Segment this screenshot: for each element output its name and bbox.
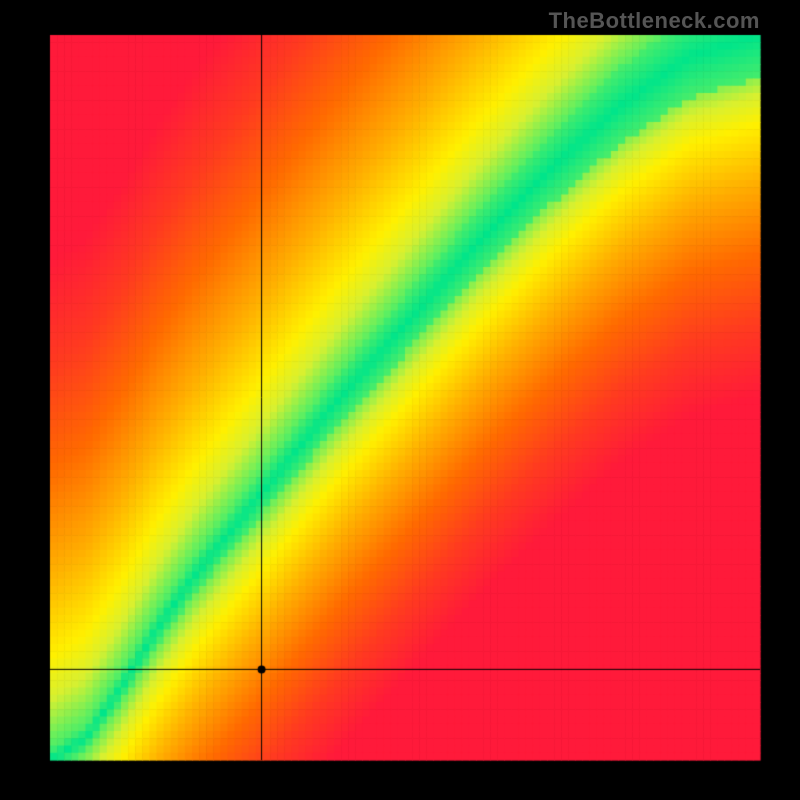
watermark-text: TheBottleneck.com — [549, 8, 760, 34]
chart-container: TheBottleneck.com — [0, 0, 800, 800]
bottleneck-heatmap — [0, 0, 800, 800]
